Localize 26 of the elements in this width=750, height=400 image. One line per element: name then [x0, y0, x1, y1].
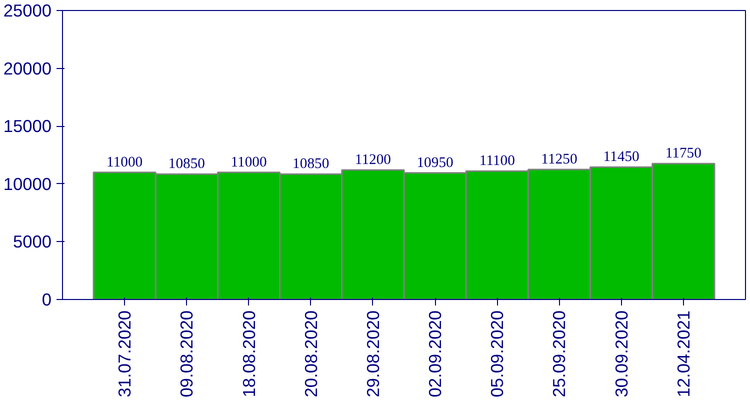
- data-label: 10850: [168, 156, 205, 172]
- x-tick-label: 09.08.2020: [176, 310, 197, 398]
- x-tick-label: 20.08.2020: [300, 310, 321, 398]
- y-tick-label: 25000: [3, 0, 52, 20]
- y-tick-label: 10000: [3, 174, 52, 194]
- x-tick-label: 30.09.2020: [611, 310, 632, 398]
- y-tick-label: 20000: [3, 58, 52, 78]
- x-tick-label: 18.08.2020: [238, 310, 259, 398]
- y-tick-label: 0: [42, 290, 52, 310]
- data-label: 11200: [354, 152, 392, 168]
- y-tick-label: 5000: [12, 232, 52, 252]
- data-label: 11750: [665, 146, 702, 162]
- x-tick-label: 02.09.2020: [425, 310, 446, 398]
- data-label: 10850: [292, 156, 330, 172]
- data-label: 11100: [479, 153, 515, 170]
- data-label: 10950: [416, 154, 454, 171]
- y-tick-label: 15000: [3, 116, 52, 136]
- x-tick-label: 05.09.2020: [487, 310, 508, 398]
- data-label: 11250: [541, 151, 578, 168]
- data-label: 11450: [603, 149, 640, 166]
- data-label: 11000: [230, 154, 267, 170]
- data-label: 11000: [106, 154, 143, 170]
- x-tick-label: 29.08.2020: [362, 310, 383, 398]
- x-tick-label: 31.07.2020: [114, 310, 135, 398]
- x-tick-label: 25.09.2020: [549, 310, 570, 398]
- x-tick-label: 12.04.2021: [673, 310, 694, 398]
